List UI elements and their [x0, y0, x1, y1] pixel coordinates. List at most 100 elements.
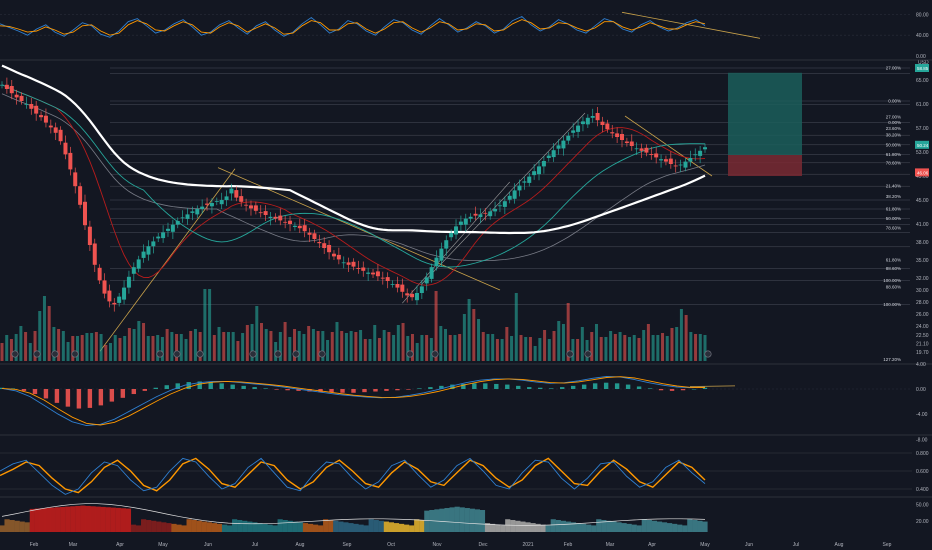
volume-bar [363, 339, 367, 361]
volume-bar [340, 331, 344, 361]
candle-body [253, 205, 258, 211]
candle-body [644, 147, 649, 153]
volume-bar [694, 334, 698, 361]
price-axis-tick: 19.70 [916, 350, 929, 356]
volume-bar [283, 322, 287, 361]
candle-body [185, 214, 190, 219]
fib-level-label: 88.60% [886, 285, 901, 290]
volume-bar [170, 332, 174, 361]
earnings-marker [274, 350, 282, 358]
candle-body [273, 216, 278, 219]
volatility-bar [378, 520, 384, 532]
volume-bar [80, 335, 84, 361]
candle-body [400, 284, 405, 292]
macd-histogram-bar [197, 381, 202, 389]
candle-body [131, 267, 136, 274]
volatility-bar [307, 523, 314, 532]
candle-body [258, 212, 263, 214]
candle-body [522, 181, 527, 183]
fib-level-label: 27.00% [886, 66, 901, 71]
candle-body [263, 211, 268, 215]
x-axis-month-label: Sep [343, 542, 352, 548]
candle-body [512, 190, 517, 199]
price-axis-tick: 24.00 [916, 324, 929, 330]
stoch-axis-tick: 0.800 [916, 451, 929, 457]
volatility-bar [95, 506, 101, 532]
volume-bar [288, 337, 292, 361]
volatility-axis-tick: 20.00 [916, 519, 929, 525]
volume-bar [670, 328, 674, 361]
volatility-bar [419, 520, 425, 532]
candle-body [478, 214, 483, 218]
volatility-bar [459, 507, 465, 532]
candle-body [615, 133, 620, 137]
volume-bar [203, 289, 207, 361]
volatility-bar [0, 525, 5, 532]
volatility-bar [702, 521, 708, 532]
candle-body [117, 296, 122, 303]
candle-body [663, 159, 668, 162]
volatility-bar [454, 506, 460, 532]
volume-bar [396, 325, 400, 361]
macd-histogram-bar [208, 382, 213, 389]
volatility-bar [282, 520, 288, 532]
volatility-bar [555, 520, 561, 532]
candle-body [659, 159, 664, 161]
earnings-marker [584, 350, 592, 358]
volume-bar [628, 337, 632, 361]
volume-bar [651, 335, 655, 361]
macd-histogram-bar [252, 387, 257, 389]
volatility-bar [216, 523, 223, 532]
macd-histogram-bar [680, 389, 686, 391]
volatility-bar [469, 508, 475, 532]
macd-histogram-bar [669, 389, 675, 391]
volatility-bar [348, 523, 354, 532]
macd-histogram-bar [263, 388, 268, 389]
candle-body [205, 203, 210, 205]
candle-body [424, 277, 429, 284]
osc-series-line [0, 15, 706, 38]
moving-average-teal [1, 84, 706, 268]
volume-bar [401, 323, 405, 361]
volume-bar [193, 329, 197, 361]
candle-body [112, 302, 117, 305]
volume-bar [297, 331, 301, 361]
volatility-bar [115, 507, 121, 532]
volatility-bar [146, 520, 152, 532]
volume-bar [146, 336, 150, 361]
volume-bar [57, 329, 61, 361]
volatility-bar [545, 525, 551, 532]
macd-trendline [689, 385, 736, 387]
volatility-bar [272, 525, 278, 532]
volatility-bar [44, 507, 51, 532]
candle-body [458, 221, 463, 225]
volume-bar [52, 327, 56, 361]
candle-body [180, 217, 185, 219]
candle-body [610, 132, 615, 134]
candle-body [688, 158, 693, 162]
macd-histogram-bar [76, 389, 82, 409]
price-axis-tick: 41.00 [916, 222, 929, 228]
volatility-bar [206, 522, 212, 532]
volume-bar [189, 331, 193, 361]
macd-histogram-bar [120, 389, 126, 398]
candle-body [693, 154, 698, 156]
candle-body [561, 140, 566, 149]
volume-bar [94, 332, 98, 361]
candle-body [380, 277, 385, 279]
macd-histogram-bar [647, 388, 653, 389]
volume-bar [580, 327, 584, 361]
macd-histogram-bar [472, 383, 477, 389]
volume-bar [368, 339, 372, 361]
x-axis-month-label: Jun [745, 542, 753, 548]
candle-body [29, 104, 34, 109]
volatility-bar [575, 523, 582, 532]
macd-histogram-bar [417, 388, 422, 389]
candle-body [107, 290, 112, 302]
volatility-bar [171, 523, 177, 532]
earnings-marker [249, 350, 257, 358]
volatility-bar [540, 524, 546, 532]
candle-body [620, 134, 625, 140]
fib-level-label: 0.00% [888, 120, 901, 125]
volume-bar [679, 309, 683, 361]
